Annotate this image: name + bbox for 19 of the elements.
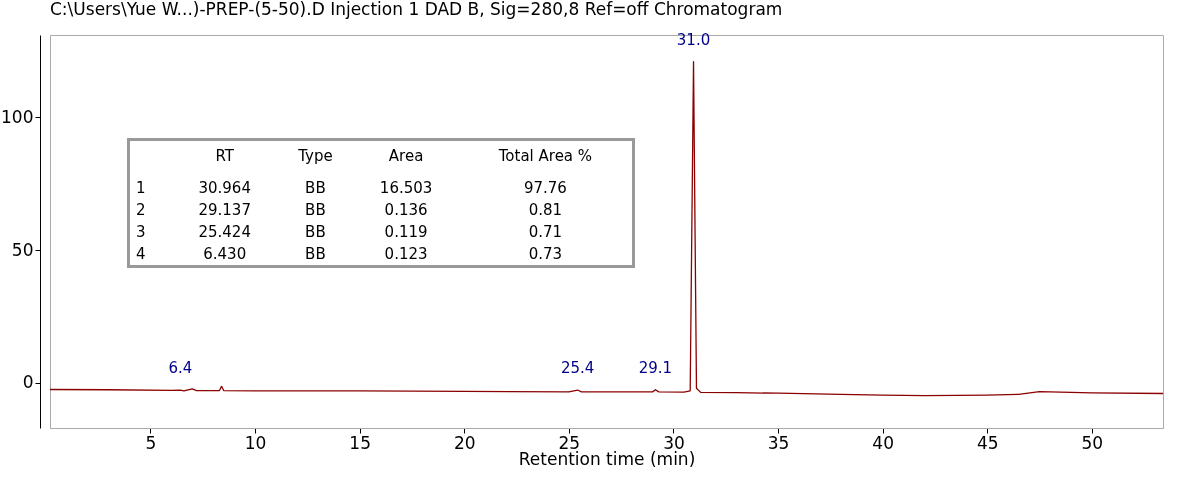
x-tick-label: 10 [244,432,267,453]
x-tick-label: 45 [976,432,999,453]
x-axis-title: Retention time (min) [518,448,696,469]
annotation: 6.4 [168,359,193,378]
table-frame: RT Type Area Total Area % 1 30.964 BB 16.503 97.76 2 29.137 BB 0.136 0.81 3 25.424 BB 0.119 0.71 4 6.430 BB 0.123 0.73 [127,138,635,268]
annotation: 31.0 [676,30,711,49]
y-tick-label: 0 [22,372,34,393]
x-tick-label: 35 [767,432,790,453]
chart-title: C:\Users\Yue W...)-PREP-(5-50).D Injection 1 DAD B, Sig=280,8 Ref=off Chromatogram [50,0,783,19]
x-tick-label: 50 [1081,432,1104,453]
y-tick-label: 50 [11,239,34,260]
line-series [50,60,1163,397]
x-tick-label: 40 [872,432,894,453]
annotation: 29.1 [638,358,673,377]
y-tick-label: 100 [1,106,34,127]
x-tick-label: 20 [453,432,476,453]
annotation: 25.4 [560,359,595,378]
x-tick-label: 5 [145,432,157,453]
x-tick-label: 15 [349,432,371,453]
